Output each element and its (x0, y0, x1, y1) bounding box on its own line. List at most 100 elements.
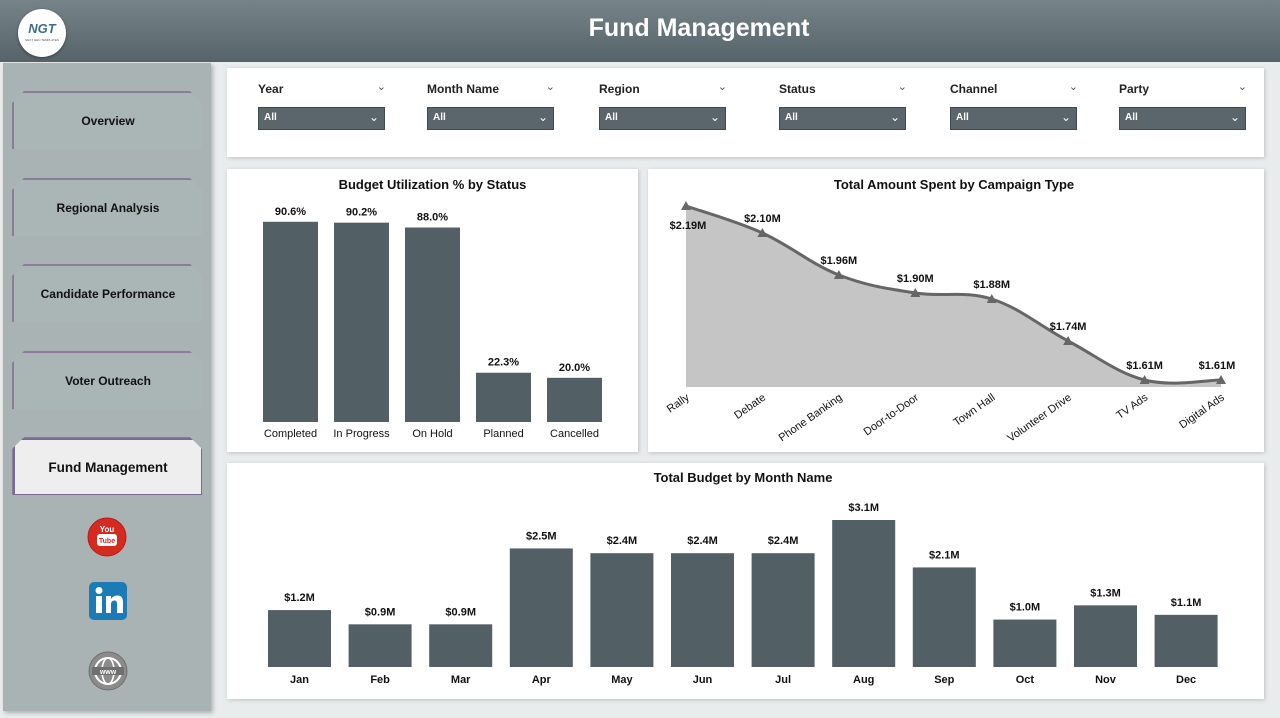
filter-panel (227, 68, 1264, 157)
nav-regional-analysis[interactable]: Regional Analysis (12, 178, 202, 236)
series-line (685, 204, 1222, 385)
chevron-down-icon: ⌄ (1229, 110, 1240, 124)
chevron-down-icon[interactable]: ⌄ (897, 81, 907, 93)
category-label: Jan (290, 674, 309, 686)
chevron-down-icon: ⌄ (537, 110, 548, 124)
data-label: $3.1M (848, 502, 879, 514)
data-label: $0.9M (365, 606, 396, 618)
data-label: $2.10M (744, 213, 781, 225)
filter-label: Status (779, 82, 816, 96)
category-label: On Hold (412, 428, 452, 440)
data-label: 20.0% (559, 362, 590, 374)
data-label: $2.19M (670, 220, 707, 232)
point-marker (986, 294, 997, 303)
status-select[interactable]: All ⌄ (779, 107, 906, 130)
linkedin-icon[interactable] (88, 581, 128, 621)
data-label: 90.2% (346, 207, 377, 219)
nav-label: Regional Analysis (56, 201, 160, 215)
category-label: Door-to-Door (862, 391, 922, 438)
bar (476, 372, 531, 422)
chevron-down-icon[interactable]: ⌄ (717, 81, 727, 93)
nav-fund-management[interactable]: Fund Management (12, 437, 202, 495)
logo-text: NGT (28, 21, 56, 36)
data-label: $1.90M (897, 273, 934, 285)
chevron-down-icon[interactable]: ⌄ (1068, 81, 1078, 93)
bar (751, 553, 815, 667)
filter-label: Region (599, 82, 640, 96)
data-label: $1.1M (1171, 597, 1202, 609)
category-label: Planned (483, 428, 523, 440)
data-label: $1.2M (284, 592, 315, 604)
category-label: Completed (264, 428, 317, 440)
category-label: Oct (1016, 674, 1035, 686)
channel-select[interactable]: All ⌄ (950, 107, 1077, 130)
youtube-icon[interactable]: You Tube (87, 517, 127, 557)
party-select[interactable]: All ⌄ (1119, 107, 1246, 130)
bar (1074, 605, 1137, 667)
nav-voter-outreach[interactable]: Voter Outreach (12, 351, 202, 409)
select-value: All (264, 112, 277, 123)
budget-utilization-chart: 90.6% Completed 90.2% In Progress 88.0% On Ho… (263, 206, 602, 440)
bar (405, 227, 460, 422)
category-label: Feb (370, 674, 390, 686)
region-select[interactable]: All ⌄ (599, 107, 726, 130)
point-marker (1139, 375, 1150, 384)
select-value: All (433, 112, 446, 123)
category-label: Jul (775, 674, 791, 686)
nav-candidate-performance[interactable]: Candidate Performance (12, 264, 202, 322)
chevron-down-icon[interactable]: ⌄ (1237, 81, 1247, 93)
chart-title: Total Budget by Month Name (653, 470, 833, 485)
nav-overview[interactable]: Overview (12, 91, 202, 149)
filter-label: Year (258, 82, 284, 96)
monthly-budget-chart: $1.2M Jan $0.9M Feb $0.9M Mar $2.5M Apr $2.4M May… (268, 502, 1218, 686)
svg-text:www: www (99, 669, 117, 676)
svg-text:Tube: Tube (99, 538, 115, 545)
select-value: All (1125, 112, 1138, 123)
bar (832, 520, 896, 667)
data-label: 22.3% (488, 357, 519, 369)
bar (429, 624, 493, 667)
data-label: $1.61M (1126, 360, 1163, 372)
chart-title: Total Amount Spent by Campaign Type (833, 177, 1075, 192)
sidebar: Overview Regional Analysis Candidate Per… (3, 63, 211, 711)
chevron-down-icon[interactable]: ⌄ (545, 81, 555, 93)
nav-label: Overview (81, 114, 135, 128)
category-label: Nov (1095, 674, 1117, 686)
www-globe-icon[interactable]: www (88, 651, 128, 691)
category-label: Digital Ads (1177, 391, 1227, 431)
data-label: $1.3M (1090, 587, 1121, 599)
data-label: $1.74M (1050, 321, 1087, 333)
nav-label: Fund Management (48, 459, 168, 475)
bar (268, 610, 331, 667)
category-label: Volunteer Drive (1005, 392, 1073, 445)
data-label: $0.9M (445, 606, 476, 618)
category-label: Sep (934, 674, 954, 686)
chart-title: Budget Utilization % by Status (338, 177, 527, 192)
logo: NGT NEXT GEN TEMPLATES (18, 9, 66, 57)
bar (671, 553, 734, 667)
page-title: Fund Management (588, 14, 810, 42)
point-marker (910, 288, 921, 297)
year-select[interactable]: All ⌄ (258, 107, 385, 130)
bar (509, 548, 573, 667)
nav-label: Candidate Performance (40, 287, 176, 301)
data-label: $1.61M (1199, 360, 1236, 372)
filter-label: Channel (950, 82, 998, 96)
category-label: Mar (451, 674, 471, 686)
category-label: Town Hall (951, 392, 997, 429)
category-label: Debate (732, 392, 768, 422)
logo-subtext: NEXT GEN TEMPLATES (25, 38, 59, 42)
data-label: $2.4M (607, 535, 638, 547)
data-label: $2.5M (526, 530, 557, 542)
point-marker (1216, 375, 1226, 384)
point-marker (757, 228, 768, 237)
data-label: 90.6% (275, 206, 306, 218)
header-bar: NGT NEXT GEN TEMPLATES Fund Management (0, 0, 1280, 62)
category-label: Phone Banking (777, 392, 845, 445)
month-name-select[interactable]: All ⌄ (427, 107, 554, 130)
bar (547, 377, 602, 422)
point-marker (681, 201, 691, 210)
chevron-down-icon: ⌄ (889, 110, 900, 124)
category-label: Dec (1176, 674, 1196, 686)
chevron-down-icon[interactable]: ⌄ (376, 81, 386, 93)
